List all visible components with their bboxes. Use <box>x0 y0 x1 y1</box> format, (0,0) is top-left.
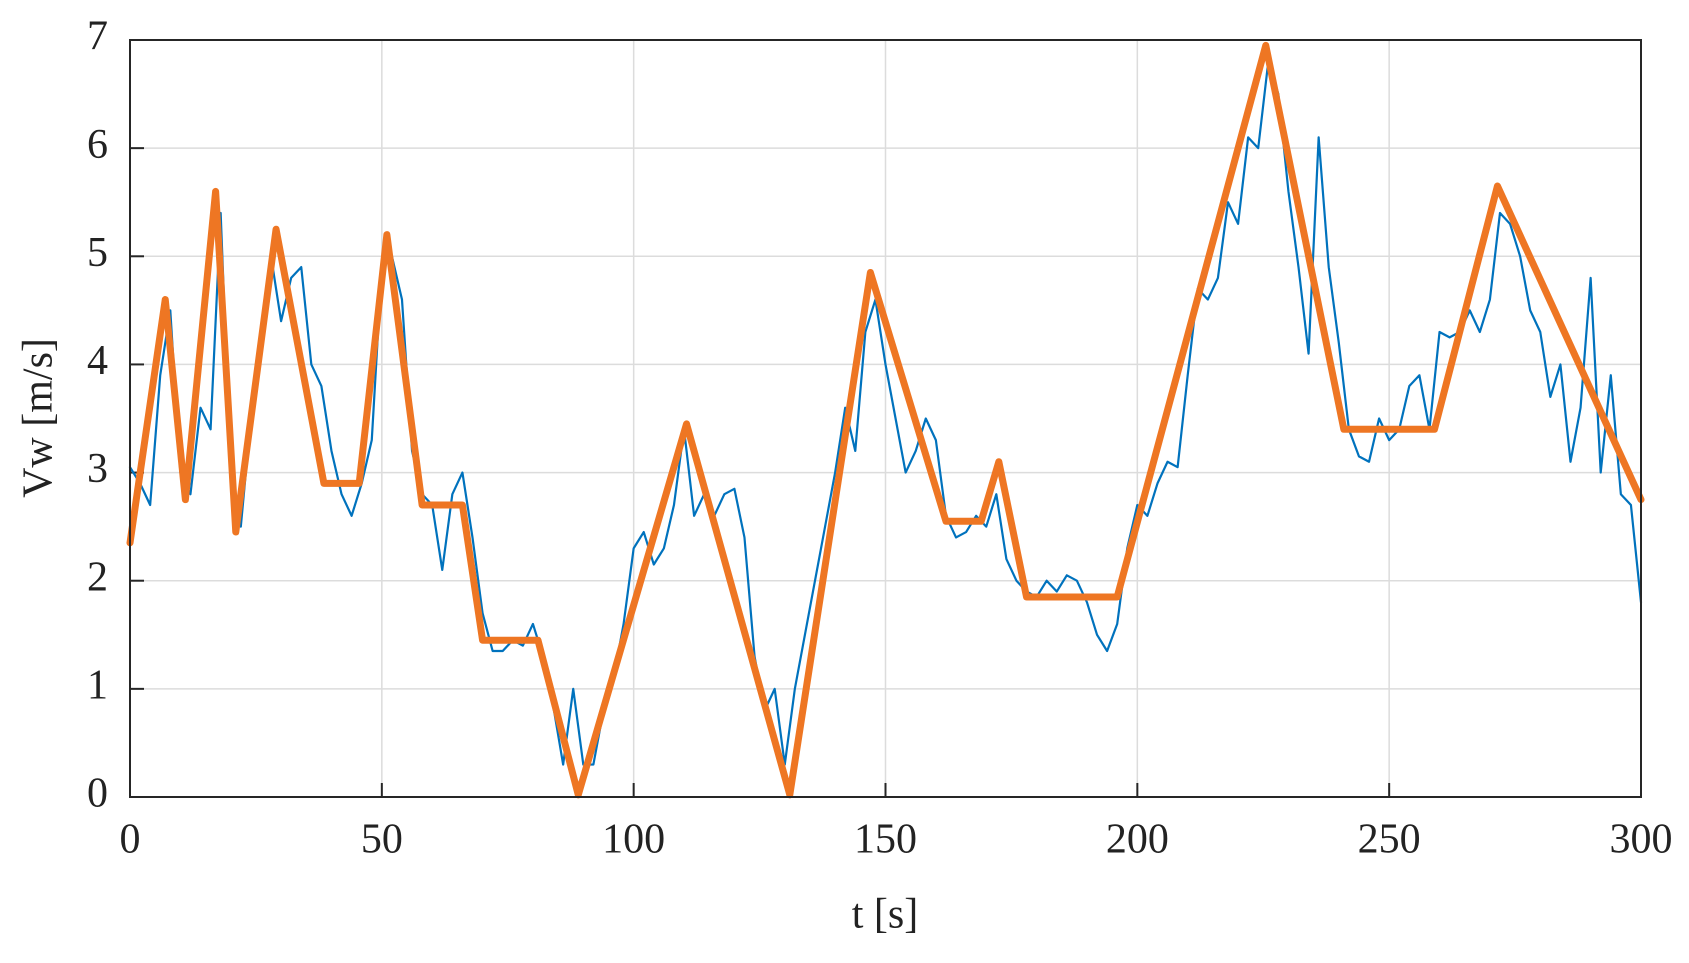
x-tick-label: 250 <box>1358 817 1421 863</box>
x-axis-label: t [s] <box>852 892 919 938</box>
axes-box <box>129 39 1642 798</box>
x-tick-label: 0 <box>120 817 141 863</box>
y-tick-label: 2 <box>87 554 108 600</box>
x-tick-label: 50 <box>361 817 403 863</box>
y-tick-label: 1 <box>87 662 108 708</box>
y-tick-label: 6 <box>87 122 108 168</box>
y-axis-label: Vw [m/s] <box>16 338 62 498</box>
y-tick-label: 3 <box>87 446 108 492</box>
y-tick-label: 7 <box>87 14 108 60</box>
y-tick-label: 0 <box>87 771 108 817</box>
x-tick-label: 150 <box>854 817 917 863</box>
y-tick-label: 4 <box>87 338 108 384</box>
x-tick-label: 300 <box>1610 817 1673 863</box>
x-tick-label: 100 <box>602 817 665 863</box>
x-tick-label: 200 <box>1106 817 1169 863</box>
y-tick-label: 5 <box>87 230 108 276</box>
data-line <box>126 41 1645 799</box>
